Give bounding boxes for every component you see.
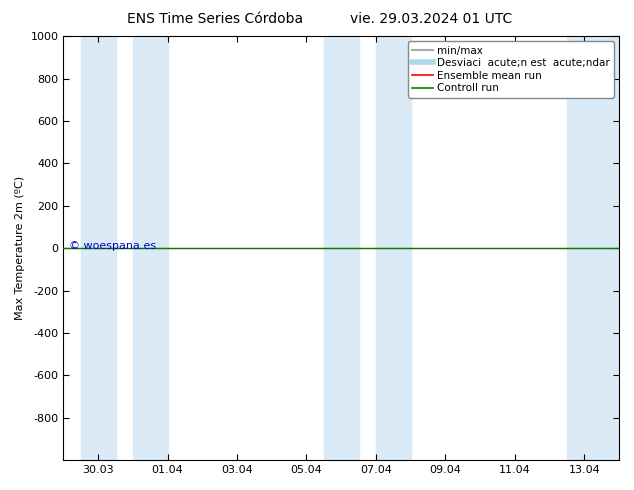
Legend: min/max, Desviaci  acute;n est  acute;ndar, Ensemble mean run, Controll run: min/max, Desviaci acute;n est acute;ndar… [408,41,614,98]
Bar [567,36,619,460]
Y-axis label: Max Temperature 2m (ºC): Max Temperature 2m (ºC) [15,176,25,320]
Bar [376,36,411,460]
Text: ENS Time Series Córdoba: ENS Time Series Córdoba [127,12,304,26]
Bar [324,36,359,460]
Bar [133,36,167,460]
Bar [81,36,115,460]
Text: vie. 29.03.2024 01 UTC: vie. 29.03.2024 01 UTC [350,12,512,26]
Text: © woespana.es: © woespana.es [69,241,156,251]
